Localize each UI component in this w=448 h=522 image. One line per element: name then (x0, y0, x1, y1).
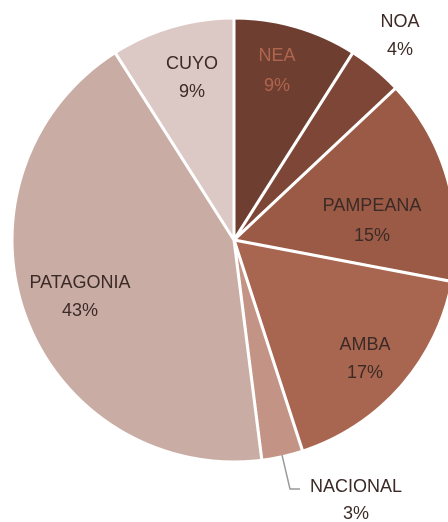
slice-value-label: 17% (347, 362, 383, 382)
leader-line (281, 454, 300, 490)
slice-label: PAMPEANA (323, 195, 422, 215)
slice-value-label: 3% (343, 503, 369, 522)
pie-slice (231, 238, 448, 454)
pie-slice (10, 50, 264, 464)
slice-value-label: 9% (179, 81, 205, 101)
slice-label: AMBA (339, 334, 390, 354)
slice-label: NOA (380, 11, 419, 31)
pie-slice (232, 16, 356, 246)
slice-label: PATAGONIA (29, 272, 130, 292)
pie-slice (112, 16, 236, 246)
slice-label: NEA (258, 45, 295, 65)
slice-value-label: 15% (354, 225, 390, 245)
slice-label: CUYO (166, 53, 218, 73)
slice-label: NACIONAL (310, 476, 402, 496)
slice-value-label: 43% (62, 300, 98, 320)
slice-value-label: 4% (387, 39, 413, 59)
pie-slice (230, 85, 448, 283)
slice-value-label: 9% (264, 75, 290, 95)
